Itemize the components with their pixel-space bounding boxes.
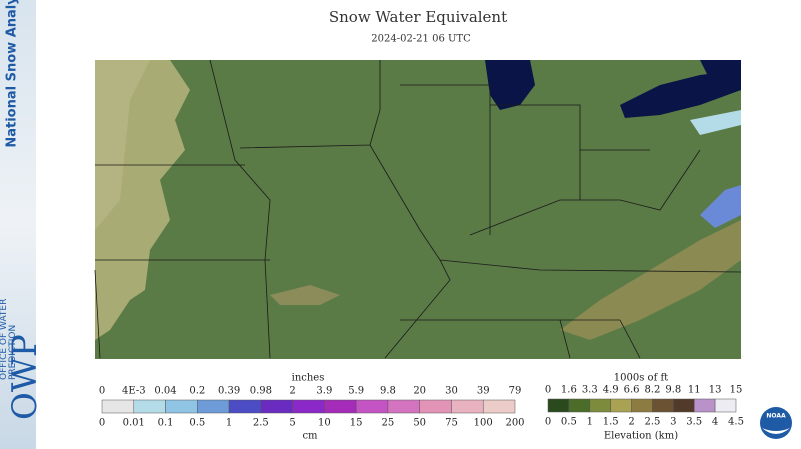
snow-bottom-label: 0 [99, 418, 105, 429]
elevation-bottom-label: 1 [587, 417, 593, 428]
snow-bottom-label: 75 [445, 418, 458, 429]
elevation-top-label: 9.8 [665, 385, 681, 396]
elevation-bottom-label: 2 [628, 417, 634, 428]
snow-top-label: 5.9 [348, 386, 364, 397]
elevation-swatch [589, 398, 611, 413]
snow-swatch [355, 399, 389, 414]
snow-bottom-label: 1 [226, 418, 232, 429]
office-name: OFFICE OF WATER PREDICTION [0, 298, 18, 380]
snow-swatch [324, 399, 357, 414]
snow-swatch [101, 399, 135, 414]
elevation-swatch [610, 398, 632, 413]
elevation-bottom-label: 1.5 [603, 417, 619, 428]
elevation-top-label: 15 [730, 385, 743, 396]
snow-top-label: 0.2 [189, 386, 205, 397]
elev-top-unit: 1000s of ft [614, 373, 668, 384]
snow-bottom-label: 5 [289, 418, 295, 429]
snow-swatch [133, 399, 166, 414]
snow-bottom-label: 50 [413, 418, 426, 429]
noaa-text: NOAA [766, 413, 786, 420]
owp-logo: OWP [5, 334, 45, 420]
snow-bottom-unit: cm [302, 431, 318, 442]
elevation-top-label: 6.6 [624, 385, 640, 396]
elevation-swatch [631, 398, 653, 413]
snow-swatch [197, 399, 230, 414]
elevation-swatch [652, 398, 674, 413]
elevation-top-label: 0 [545, 385, 551, 396]
snow-cover [700, 185, 741, 228]
snow-bottom-label: 10 [318, 418, 331, 429]
snow-bottom-label: 0.1 [158, 418, 174, 429]
elevation-top-label: 8.2 [644, 385, 660, 396]
elevation-swatch [547, 398, 570, 413]
snow-top-label: 30 [445, 386, 458, 397]
snow-bottom-label: 100 [474, 418, 493, 429]
elevation-swatch [714, 398, 737, 413]
elevation-bottom-label: 4.5 [728, 417, 744, 428]
snow-top-unit: inches [292, 373, 325, 384]
elevation-top-label: 3.3 [582, 385, 598, 396]
snow-swatch [292, 399, 325, 414]
date: 2024-02-21 06 UTC [371, 34, 471, 45]
lake-erie [620, 70, 741, 118]
snow-top-label: 4E-3 [122, 386, 146, 397]
elevation-swatch [673, 398, 695, 413]
snow-bottom-label: 0.01 [123, 418, 145, 429]
snow-swatch [260, 399, 293, 414]
elev-bottom-unit: Elevation (km) [604, 431, 678, 442]
snow-bottom-label: 25 [382, 418, 395, 429]
state-borders [94, 59, 742, 359]
snow-bottom-label: 15 [350, 418, 363, 429]
elevation-bottom-label: 0.5 [561, 417, 577, 428]
snow-swatch [228, 399, 262, 414]
noaa-wave [762, 428, 790, 434]
mountains [560, 220, 741, 340]
snow-top-label: 0.39 [218, 386, 240, 397]
elevation-swatch [693, 398, 716, 413]
elevation-top-label: 11 [688, 385, 701, 396]
elevation-bottom-label: 3.5 [686, 417, 702, 428]
snow-top-label: 0 [99, 386, 105, 397]
elevation-top-label: 4.9 [603, 385, 619, 396]
elevation-bottom-label: 3 [670, 417, 676, 428]
elevation-swatch [568, 398, 591, 413]
lake-ontario [700, 60, 741, 80]
office-wrap: OFFICE OF WATER PREDICTION [0, 298, 18, 380]
snow-swatch [165, 399, 198, 414]
snow-bottom-label: 0.5 [189, 418, 205, 429]
snow-bottom-label: 2.5 [253, 418, 269, 429]
snow-top-label: 39 [477, 386, 490, 397]
plains-high [95, 60, 150, 230]
snow-top-label: 0.98 [250, 386, 272, 397]
elevation-bottom-label: 0 [545, 417, 551, 428]
ozarks [270, 285, 340, 305]
lake-michigan [485, 60, 535, 110]
snow-bottom-label: 200 [505, 418, 524, 429]
snow-top-label: 3.9 [316, 386, 332, 397]
elevation-top-label: 1.6 [561, 385, 577, 396]
snow-swatch [451, 399, 484, 414]
snow-swatch [482, 399, 516, 414]
title: Snow Water Equivalent [329, 8, 507, 26]
elevation-bottom-label: 4 [712, 417, 718, 428]
map [94, 59, 742, 359]
snow-top-label: 0.04 [154, 386, 176, 397]
snow-cover-light [690, 110, 741, 135]
elevation-top-label: 13 [709, 385, 722, 396]
snow-top-label: 79 [509, 386, 522, 397]
sidebar [0, 0, 36, 449]
snow-swatch [387, 399, 420, 414]
product-name: National Snow Analysis [5, 0, 20, 148]
elevation-bottom-label: 2.5 [644, 417, 660, 428]
legend: inches cm 1000s of ft Elevation (km) [292, 373, 679, 442]
snow-top-label: 2 [289, 386, 295, 397]
snow-swatch [419, 399, 452, 414]
snow-top-label: 20 [413, 386, 426, 397]
snow-top-label: 9.8 [380, 386, 396, 397]
